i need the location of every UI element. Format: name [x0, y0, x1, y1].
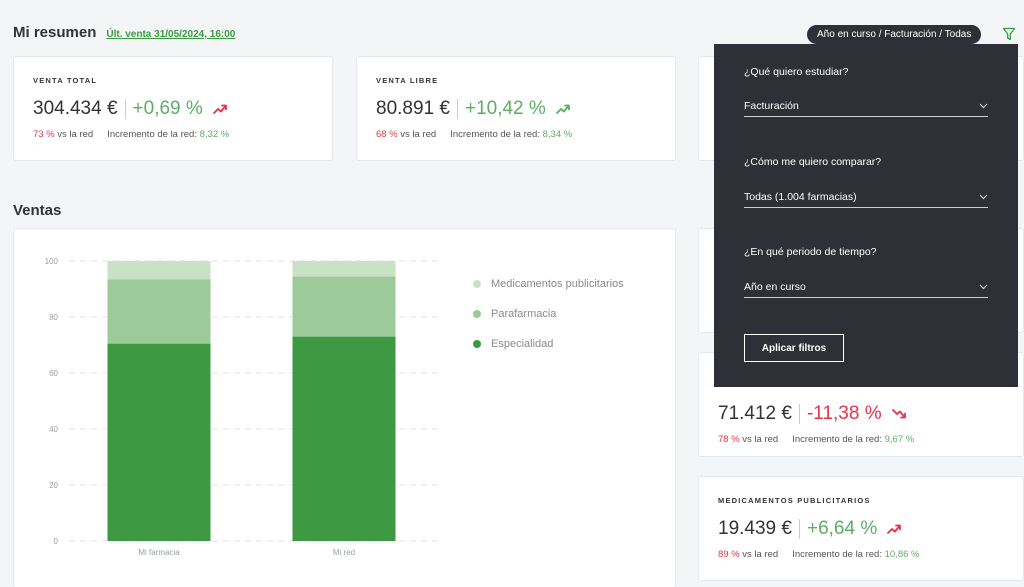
period-question: ¿En qué periodo de tiempo? — [744, 246, 877, 258]
study-question: ¿Qué quiero estudiar? — [744, 66, 849, 78]
legend-label: Medicamentos publicitarios — [491, 277, 624, 290]
chevron-down-icon — [979, 284, 988, 289]
chevron-down-icon — [979, 194, 988, 199]
y-tick-label: 40 — [49, 425, 58, 434]
filter-icon[interactable] — [1002, 27, 1016, 41]
last-sale-link[interactable]: Últ. venta 31/05/2024, 16:00 — [106, 29, 236, 40]
kpi-divider — [798, 519, 800, 539]
kpi-change: -11,38 % — [806, 403, 882, 424]
y-tick-label: 100 — [45, 257, 59, 266]
kpi-label: VENTA TOTAL — [33, 76, 98, 85]
bar-segment-parafarmacia[interactable] — [292, 276, 396, 337]
kpi-value: 80.891 € — [376, 98, 450, 119]
study-select-value: Facturación — [744, 99, 799, 112]
kpi-divider — [798, 404, 800, 424]
y-tick-label: 0 — [54, 537, 59, 546]
summary-header: Mi resumen Últ. venta 31/05/2024, 16:00 — [13, 24, 235, 41]
y-tick-label: 60 — [49, 369, 58, 378]
chevron-down-icon — [979, 103, 988, 108]
sales-stacked-bar-chart: 0 20 40 60 80 100 Mi farmacia Mi red — [45, 257, 438, 557]
kpi-card-venta-total: VENTA TOTAL 304.434 € +0,69 % 73 % vs la… — [13, 56, 333, 161]
trend-up-icon — [555, 104, 570, 114]
kpi-network-increase: Incremento de la red: 8,34 % — [450, 129, 573, 140]
kpi-label: MEDICAMENTOS PUBLICITARIOS — [718, 496, 871, 505]
bar-segment-especialidad[interactable] — [107, 343, 211, 541]
filter-dropdown-panel: ¿Qué quiero estudiar? Facturación ¿Cómo … — [714, 44, 1018, 387]
trend-up-icon — [212, 104, 227, 114]
sales-section-title: Ventas — [13, 202, 62, 219]
kpi-value: 304.434 € — [33, 98, 118, 119]
period-select-value: Año en curso — [744, 280, 806, 293]
kpi-network-share: 89 % vs la red — [718, 549, 779, 560]
kpi-change: +6,64 % — [806, 518, 878, 539]
legend-swatch — [473, 339, 481, 348]
study-select[interactable]: Facturación — [744, 95, 988, 117]
trend-down-icon — [891, 409, 906, 419]
kpi-network-share: 78 % vs la red — [718, 434, 779, 445]
legend-item[interactable]: Parafarmacia — [473, 306, 624, 321]
trend-up-icon — [887, 524, 902, 534]
compare-select[interactable]: Todas (1.004 farmacias) — [744, 186, 988, 208]
legend-swatch — [473, 309, 481, 318]
kpi-network-increase: Incremento de la red: 8,32 % — [107, 129, 230, 140]
kpi-network-increase: Incremento de la red: 10,86 % — [792, 549, 920, 560]
compare-question: ¿Cómo me quiero comparar? — [744, 156, 882, 168]
kpi-network-share: 68 % vs la red — [376, 129, 437, 140]
kpi-card-medicamentos-publicitarios: MEDICAMENTOS PUBLICITARIOS 19.439 € +6,6… — [698, 476, 1024, 581]
apply-filters-button[interactable]: Aplicar filtros — [744, 334, 844, 362]
y-tick-label: 20 — [49, 481, 58, 490]
page-title: Mi resumen — [13, 24, 97, 41]
x-category-label: Mi farmacia — [138, 548, 180, 557]
filter-summary-pill[interactable]: Año en curso / Facturación / Todas — [807, 25, 982, 44]
kpi-network-increase: Incremento de la red: 9,67 % — [792, 434, 915, 445]
compare-select-value: Todas (1.004 farmacias) — [744, 190, 857, 203]
y-tick-label: 80 — [49, 313, 58, 322]
bar-segment-especialidad[interactable] — [292, 336, 396, 541]
x-category-label: Mi red — [333, 548, 355, 557]
legend-swatch — [473, 279, 481, 288]
bar-segment-medicamentos-publicitarios[interactable] — [292, 261, 396, 277]
kpi-change: +0,69 % — [132, 98, 203, 119]
kpi-value: 71.412 € — [718, 403, 792, 424]
kpi-card-venta-libre: VENTA LIBRE 80.891 € +10,42 % 68 % vs la… — [356, 56, 676, 161]
bar-segment-medicamentos-publicitarios[interactable] — [107, 261, 211, 280]
period-select[interactable]: Año en curso — [744, 276, 988, 298]
kpi-value: 19.439 € — [718, 518, 792, 539]
legend-label: Parafarmacia — [491, 307, 557, 320]
legend-item[interactable]: Especialidad — [473, 336, 624, 351]
legend-item[interactable]: Medicamentos publicitarios — [473, 276, 624, 291]
kpi-label: VENTA LIBRE — [376, 76, 439, 85]
kpi-divider — [456, 99, 458, 119]
legend-label: Especialidad — [491, 337, 554, 350]
sales-chart-card: 0 20 40 60 80 100 Mi farmacia Mi red Medicament… — [13, 228, 676, 587]
kpi-change: +10,42 % — [464, 98, 546, 119]
bar-segment-parafarmacia[interactable] — [107, 279, 211, 344]
kpi-network-share: 73 % vs la red — [33, 129, 94, 140]
chart-legend: Medicamentos publicitarios Parafarmacia Es… — [473, 276, 624, 366]
kpi-divider — [124, 99, 126, 119]
